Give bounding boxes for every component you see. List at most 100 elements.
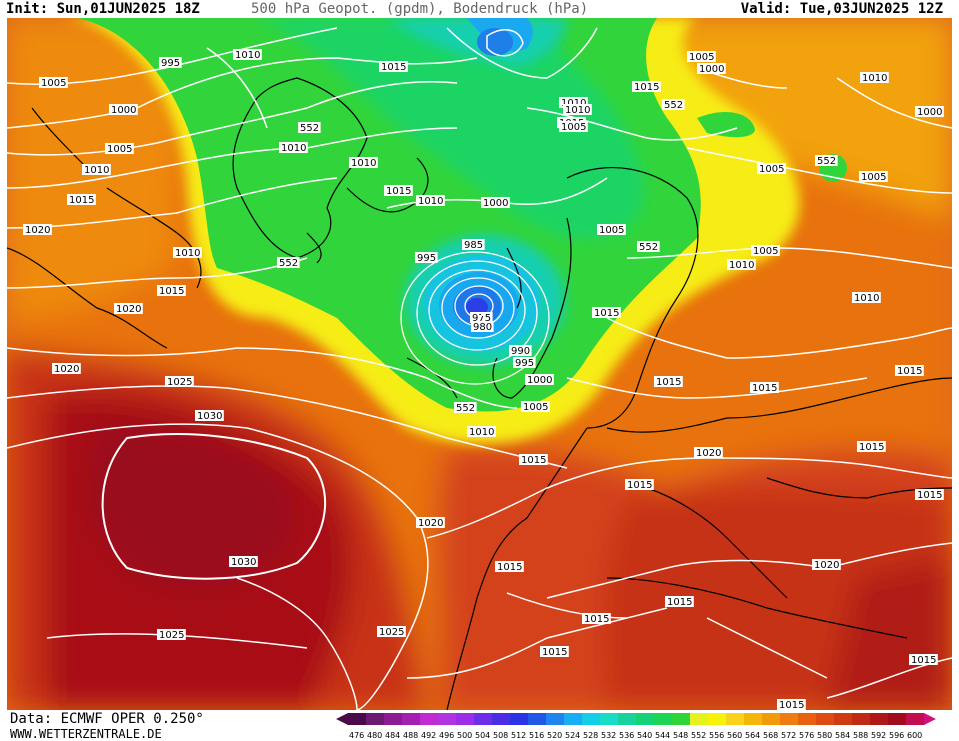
svg-text:552: 552 — [456, 403, 475, 414]
isobar-label: 1020 — [114, 303, 143, 315]
svg-text:1015: 1015 — [381, 62, 406, 73]
isobar-label: 1010 — [416, 195, 445, 207]
isobar-label: 1020 — [52, 363, 81, 375]
svg-text:1025: 1025 — [167, 377, 192, 388]
legend-tick-label: 560 — [727, 731, 742, 740]
svg-text:1015: 1015 — [627, 480, 652, 491]
svg-text:1015: 1015 — [911, 655, 936, 666]
legend-swatch — [564, 713, 582, 725]
header-bar: Init: Sun,01JUN2025 18Z 500 hPa Geopot. … — [0, 0, 959, 18]
legend-tick-label: 580 — [817, 731, 832, 740]
svg-text:1020: 1020 — [25, 225, 50, 236]
isobar-label: 1005 — [859, 171, 888, 183]
isobar-label: 1030 — [195, 410, 224, 422]
isobar-label: 1010 — [173, 247, 202, 259]
isobar-label: 1015 — [495, 561, 524, 573]
isobar-label: 1025 — [157, 629, 186, 641]
svg-text:1000: 1000 — [527, 375, 552, 386]
legend-swatch — [762, 713, 780, 725]
svg-text:1015: 1015 — [859, 442, 884, 453]
svg-text:980: 980 — [473, 322, 492, 333]
legend-swatch — [888, 713, 906, 725]
legend-labels: 476 480 484 488 492 496 500 504 508 512 516 520 524 5… — [349, 731, 922, 740]
legend-tick-label: 596 — [889, 731, 904, 740]
svg-text:1015: 1015 — [656, 377, 681, 388]
isobar-label: 980 — [471, 321, 494, 333]
legend-swatch — [834, 713, 852, 725]
footer-bar: Data: ECMWF OPER 0.250° WWW.WETTERZENTRA… — [0, 710, 959, 741]
svg-text:1010: 1010 — [175, 248, 200, 259]
svg-text:1000: 1000 — [917, 107, 942, 118]
legend-tick-label: 524 — [565, 731, 580, 740]
legend-swatch — [672, 713, 690, 725]
site-url[interactable]: WWW.WETTERZENTRALE.DE — [10, 727, 162, 741]
isobar-label: 1015 — [915, 489, 944, 501]
isobar-label: 1005 — [757, 163, 786, 175]
isobar-label: 990 — [509, 345, 532, 357]
legend-swatch — [420, 713, 438, 725]
isobar-label: 1015 — [895, 365, 924, 377]
coastlines — [7, 77, 952, 710]
legend-swatch — [456, 713, 474, 725]
svg-text:985: 985 — [464, 240, 483, 251]
legend-swatches — [336, 713, 936, 725]
color-legend: 476 480 484 488 492 496 500 504 508 512 516 520 524 5… — [336, 713, 936, 740]
isobar-label: 552 — [815, 155, 838, 167]
isobar-label: 1020 — [23, 224, 52, 236]
svg-text:1020: 1020 — [116, 304, 141, 315]
legend-swatch — [708, 713, 726, 725]
isobar-label: 1010 — [860, 72, 889, 84]
legend-swatch — [906, 713, 924, 725]
svg-text:552: 552 — [664, 100, 683, 111]
isobar-label: 1015 — [654, 376, 683, 388]
svg-text:1010: 1010 — [469, 427, 494, 438]
isobar-label: 1015 — [857, 441, 886, 453]
svg-text:1015: 1015 — [779, 700, 804, 710]
isobar-label: 1025 — [165, 376, 194, 388]
legend-tick-label: 588 — [853, 731, 868, 740]
svg-text:1010: 1010 — [729, 260, 754, 271]
isobar-label: 1015 — [519, 454, 548, 466]
isobar-label: 1005 — [105, 143, 134, 155]
isobar-label: 1015 — [582, 613, 611, 625]
svg-text:1015: 1015 — [584, 614, 609, 625]
isobar-label: 1005 — [521, 401, 550, 413]
weather-map[interactable]: 995 1010 1015 1005 1000 1005 1010 1015 1020 1010 1… — [7, 18, 952, 710]
legend-tick-label: 512 — [511, 731, 526, 740]
isobar-label: 1000 — [915, 106, 944, 118]
chart-title: 500 hPa Geopot. (gpdm), Bodendruck (hPa) — [251, 1, 589, 17]
legend-arrow-right — [924, 713, 936, 725]
svg-text:975: 975 — [472, 313, 491, 324]
legend-tick-label: 564 — [745, 731, 760, 740]
legend-swatch — [366, 713, 384, 725]
legend-swatch — [744, 713, 762, 725]
legend-swatch — [798, 713, 816, 725]
legend-swatch — [438, 713, 456, 725]
legend-tick-label: 476 — [349, 731, 364, 740]
svg-text:1005: 1005 — [41, 78, 66, 89]
svg-text:1030: 1030 — [197, 411, 222, 422]
svg-text:995: 995 — [161, 58, 180, 69]
isobar-label: 1010 — [349, 157, 378, 169]
svg-text:1020: 1020 — [54, 364, 79, 375]
isobar-labels: 9951010101510051000100510101015102010101… — [23, 49, 944, 710]
isobar-label: 1015 — [384, 185, 413, 197]
isobar-label: 1015 — [592, 307, 621, 319]
legend-swatch — [618, 713, 636, 725]
isobar-label: 1015 — [750, 382, 779, 394]
legend-tick-label: 508 — [493, 731, 508, 740]
svg-text:990: 990 — [511, 346, 530, 357]
svg-text:1005: 1005 — [759, 164, 784, 175]
legend-tick-label: 556 — [709, 731, 724, 740]
svg-text:1020: 1020 — [418, 518, 443, 529]
isobar-label: 1000 — [109, 104, 138, 116]
isobar-label: 1020 — [694, 447, 723, 459]
svg-text:1015: 1015 — [667, 597, 692, 608]
isobar-label: 995 — [415, 252, 438, 264]
isobar-label: 1010 — [82, 164, 111, 176]
svg-text:1015: 1015 — [752, 383, 777, 394]
isobar-label: 1000 — [525, 374, 554, 386]
legend-tick-label: 544 — [655, 731, 670, 740]
svg-text:995: 995 — [417, 253, 436, 264]
legend-swatch — [474, 713, 492, 725]
